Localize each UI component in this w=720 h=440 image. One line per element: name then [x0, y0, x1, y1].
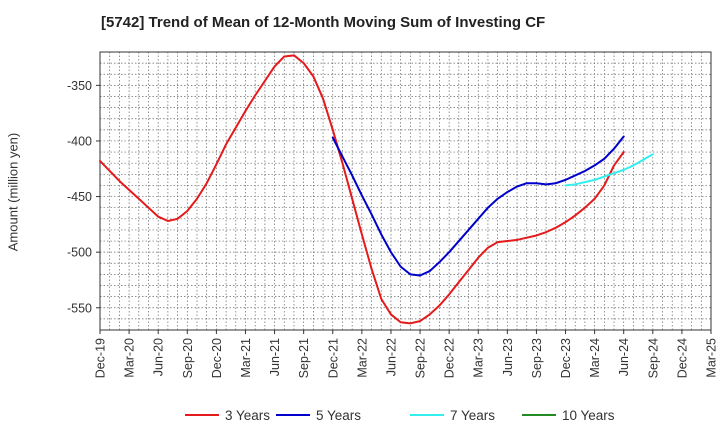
- legend-label: 5 Years: [316, 408, 361, 423]
- x-tick-label: Dec-23: [559, 338, 573, 378]
- x-tick-label: Dec-24: [675, 338, 689, 378]
- x-tick-label: Sep-21: [297, 338, 311, 378]
- y-tick-label: -550: [67, 301, 92, 315]
- y-ticks: -350 -400 -450 -500 -550: [67, 79, 100, 315]
- x-tick-label: Dec-19: [94, 338, 108, 378]
- legend-label: 3 Years: [225, 408, 270, 423]
- legend-label: 7 Years: [450, 408, 495, 423]
- x-tick-label: Jun-21: [268, 338, 282, 376]
- x-tick-label: Jun-20: [152, 338, 166, 376]
- x-tick-label: Mar-23: [472, 338, 486, 378]
- x-tick-label: Mar-24: [588, 338, 602, 378]
- x-tick-label: Mar-21: [239, 338, 253, 378]
- x-tick-label: Dec-21: [326, 338, 340, 378]
- y-tick-label: -400: [67, 134, 92, 148]
- chart-title: [5742] Trend of Mean of 12-Month Moving …: [101, 14, 546, 31]
- x-tick-label: Sep-24: [646, 338, 660, 378]
- series-lines: [99, 54, 654, 325]
- x-tick-label: Mar-20: [123, 338, 137, 378]
- x-tick-label: Mar-22: [355, 338, 369, 378]
- x-tick-label: Dec-22: [443, 338, 457, 378]
- legend: 3 Years 5 Years 7 Years 10 Years: [185, 408, 615, 423]
- x-tick-label: Jun-22: [384, 338, 398, 376]
- x-tick-label: Sep-23: [530, 338, 544, 378]
- y-tick-label: -500: [67, 246, 92, 260]
- series-line-3-years: [99, 54, 625, 325]
- grid: [99, 52, 712, 330]
- series-line-7-years: [564, 153, 654, 187]
- y-tick-label: -450: [67, 190, 92, 204]
- series-line-5-years: [331, 135, 625, 277]
- legend-label: 10 Years: [562, 408, 615, 423]
- x-tick-label: Dec-20: [210, 338, 224, 378]
- x-tick-label: Sep-20: [181, 338, 195, 378]
- plot-frame: [99, 51, 712, 331]
- x-ticks: Dec-19 Mar-20 Jun-20 Sep-20 Dec-20 Mar-21 Jun-…: [94, 330, 719, 378]
- x-tick-label: Sep-22: [414, 338, 428, 378]
- x-tick-label: Mar-25: [705, 338, 719, 378]
- y-tick-label: -350: [67, 79, 92, 93]
- x-tick-label: Jun-23: [501, 338, 515, 376]
- x-tick-label: Jun-24: [617, 338, 631, 376]
